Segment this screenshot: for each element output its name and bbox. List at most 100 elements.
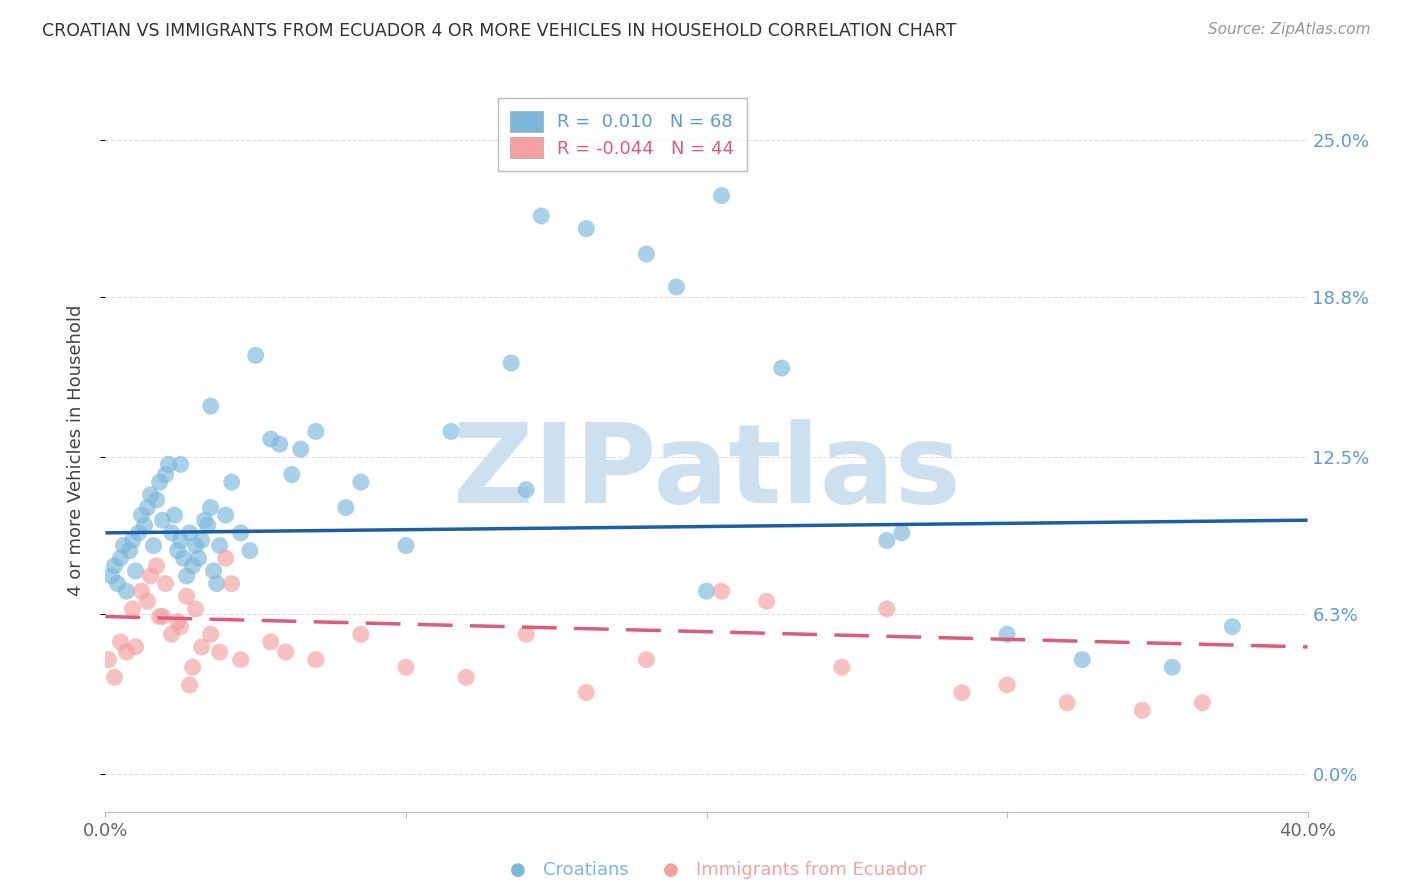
Point — [136, 594, 159, 608]
Point — [136, 500, 159, 515]
Point — [97, 652, 120, 666]
Point — [181, 558, 204, 573]
Point — [157, 458, 180, 472]
Point — [166, 615, 188, 629]
Point — [876, 602, 898, 616]
Point — [131, 584, 153, 599]
Point — [110, 551, 132, 566]
Point — [110, 635, 132, 649]
Point — [166, 543, 188, 558]
Point — [221, 576, 243, 591]
Point — [515, 483, 537, 497]
Point — [260, 432, 283, 446]
Legend: R =  0.010   N = 68, R = -0.044   N = 44: R = 0.010 N = 68, R = -0.044 N = 44 — [498, 98, 747, 170]
Point — [121, 533, 143, 548]
Point — [456, 670, 478, 684]
Point — [995, 627, 1018, 641]
Point — [148, 609, 170, 624]
Text: CROATIAN VS IMMIGRANTS FROM ECUADOR 4 OR MORE VEHICLES IN HOUSEHOLD CORRELATION : CROATIAN VS IMMIGRANTS FROM ECUADOR 4 OR… — [42, 22, 956, 40]
Point — [208, 645, 231, 659]
Point — [103, 558, 125, 573]
Text: ●   Immigrants from Ecuador: ● Immigrants from Ecuador — [662, 861, 927, 879]
Point — [155, 467, 177, 482]
Point — [710, 584, 733, 599]
Point — [134, 518, 156, 533]
Point — [139, 488, 162, 502]
Text: ZIPatlas: ZIPatlas — [453, 418, 960, 525]
Point — [169, 458, 191, 472]
Point — [160, 525, 183, 540]
Point — [202, 564, 225, 578]
Point — [440, 425, 463, 439]
Point — [152, 513, 174, 527]
Point — [395, 539, 418, 553]
Point — [1130, 703, 1153, 717]
Point — [1191, 696, 1213, 710]
Point — [205, 576, 228, 591]
Text: Source: ZipAtlas.com: Source: ZipAtlas.com — [1208, 22, 1371, 37]
Point — [755, 594, 778, 608]
Point — [770, 361, 793, 376]
Point — [181, 660, 204, 674]
Point — [200, 500, 222, 515]
Point — [200, 627, 222, 641]
Point — [350, 475, 373, 490]
Point — [194, 513, 217, 527]
Point — [184, 539, 207, 553]
Point — [121, 602, 143, 616]
Point — [112, 539, 135, 553]
Point — [179, 525, 201, 540]
Point — [187, 551, 209, 566]
Point — [515, 627, 537, 641]
Point — [876, 533, 898, 548]
Point — [190, 640, 212, 654]
Point — [1071, 652, 1094, 666]
Text: ●   Croatians: ● Croatians — [510, 861, 628, 879]
Point — [214, 508, 236, 522]
Point — [131, 508, 153, 522]
Point — [274, 645, 297, 659]
Point — [229, 652, 252, 666]
Point — [179, 678, 201, 692]
Point — [142, 539, 165, 553]
Point — [176, 569, 198, 583]
Point — [229, 525, 252, 540]
Point — [221, 475, 243, 490]
Point — [305, 425, 328, 439]
Point — [128, 525, 150, 540]
Point — [665, 280, 688, 294]
Point — [173, 551, 195, 566]
Point — [124, 564, 146, 578]
Point — [1056, 696, 1078, 710]
Point — [575, 685, 598, 699]
Y-axis label: 4 or more Vehicles in Household: 4 or more Vehicles in Household — [66, 305, 84, 596]
Point — [1161, 660, 1184, 674]
Point — [145, 492, 167, 507]
Point — [890, 525, 912, 540]
Point — [995, 678, 1018, 692]
Point — [160, 627, 183, 641]
Point — [245, 348, 267, 362]
Point — [1222, 620, 1244, 634]
Point — [290, 442, 312, 457]
Point — [169, 533, 191, 548]
Point — [269, 437, 291, 451]
Point — [710, 188, 733, 202]
Point — [831, 660, 853, 674]
Point — [575, 221, 598, 235]
Point — [305, 652, 328, 666]
Point — [214, 551, 236, 566]
Point — [197, 518, 219, 533]
Point — [155, 576, 177, 591]
Point — [239, 543, 262, 558]
Point — [163, 508, 186, 522]
Point — [335, 500, 357, 515]
Point — [636, 652, 658, 666]
Point — [115, 584, 138, 599]
Point — [176, 589, 198, 603]
Point — [103, 670, 125, 684]
Point — [107, 576, 129, 591]
Point — [950, 685, 973, 699]
Point — [152, 609, 174, 624]
Point — [115, 645, 138, 659]
